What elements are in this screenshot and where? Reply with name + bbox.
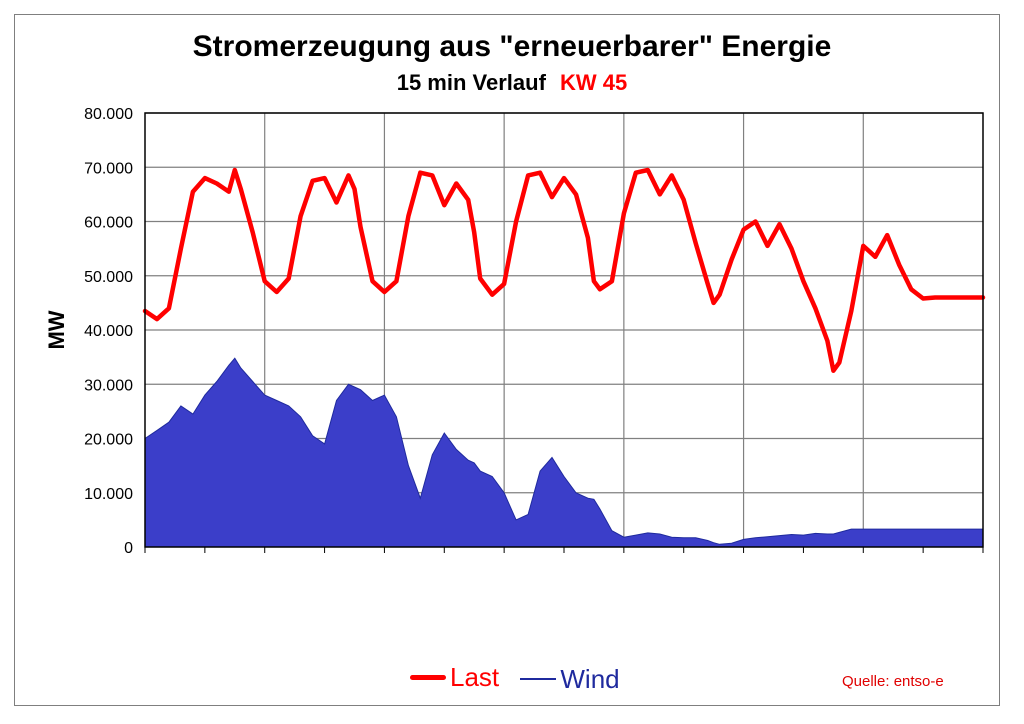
legend-item-last: Last bbox=[410, 662, 499, 693]
legend: Last Wind bbox=[410, 656, 634, 695]
legend-item-wind: Wind bbox=[520, 663, 620, 695]
y-tick-label: 10.000 bbox=[84, 486, 133, 503]
y-tick-label: 40.000 bbox=[84, 323, 133, 340]
legend-swatch-last bbox=[410, 675, 446, 680]
plot-border bbox=[144, 112, 984, 548]
y-tick-label: 20.000 bbox=[84, 432, 133, 449]
y-axis-label: MW bbox=[44, 310, 69, 349]
y-tick-label: 30.000 bbox=[84, 377, 133, 394]
y-tick-label: 70.000 bbox=[84, 160, 133, 177]
source-note: Quelle: entso-e bbox=[842, 673, 944, 690]
y-tick-label: 0 bbox=[124, 540, 133, 557]
legend-swatch-wind bbox=[520, 678, 557, 680]
chart-subtitle: 15 min Verlauf bbox=[396, 70, 546, 95]
series-wind-area bbox=[144, 357, 984, 548]
legend-label-wind: Wind bbox=[560, 663, 620, 694]
chart-title: Stromerzeugung aus "erneuerbarer" Energi… bbox=[192, 30, 832, 63]
legend-label-last: Last bbox=[450, 662, 500, 692]
y-tick-label: 60.000 bbox=[84, 215, 133, 232]
y-tick-label: 50.000 bbox=[84, 269, 133, 286]
y-tick-label: 80.000 bbox=[84, 106, 133, 123]
chart-subtitle-row: 15 min Verlauf KW 45 bbox=[0, 70, 1024, 96]
chart-subtitle-highlight: KW 45 bbox=[560, 70, 628, 95]
series-last-line bbox=[142, 167, 986, 373]
